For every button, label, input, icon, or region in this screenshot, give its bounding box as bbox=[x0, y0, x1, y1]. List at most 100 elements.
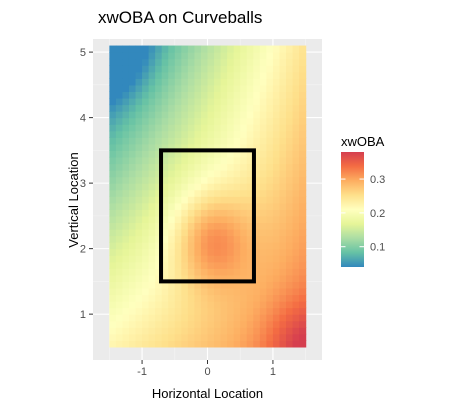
heatmap-cell bbox=[181, 170, 189, 178]
heatmap-cell bbox=[148, 228, 156, 237]
heatmap-cell bbox=[155, 170, 163, 178]
heatmap-cell bbox=[227, 111, 235, 119]
heatmap-cell bbox=[174, 281, 182, 289]
heatmap-cell bbox=[240, 301, 248, 309]
heatmap-cell bbox=[227, 189, 235, 197]
heatmap-cell bbox=[233, 104, 241, 112]
heatmap-cell bbox=[279, 58, 287, 66]
heatmap-cell bbox=[299, 163, 307, 171]
heatmap-cell bbox=[109, 235, 117, 243]
heatmap-cell bbox=[128, 268, 137, 276]
heatmap-cell bbox=[155, 209, 163, 217]
heatmap-cell bbox=[272, 281, 281, 289]
heatmap-cell bbox=[292, 274, 300, 282]
heatmap-cell bbox=[253, 104, 261, 112]
heatmap-cell bbox=[272, 268, 281, 276]
heatmap-cell bbox=[128, 327, 137, 335]
heatmap-cell bbox=[128, 71, 137, 79]
heatmap-cell bbox=[279, 242, 287, 250]
heatmap-cell bbox=[174, 58, 182, 66]
heatmap-cell bbox=[279, 333, 287, 341]
heatmap-cell bbox=[227, 327, 235, 335]
heatmap-cell bbox=[214, 65, 222, 73]
heatmap-cell bbox=[187, 202, 196, 210]
heatmap-cell bbox=[122, 91, 130, 99]
heatmap-cell bbox=[148, 84, 156, 93]
heatmap-cell bbox=[128, 130, 137, 138]
heatmap-cell bbox=[122, 104, 130, 112]
heatmap-cell bbox=[174, 84, 182, 93]
heatmap-cell bbox=[194, 215, 202, 224]
heatmap-cell bbox=[181, 196, 189, 204]
heatmap-cell bbox=[240, 150, 248, 158]
heatmap-cell bbox=[155, 163, 163, 171]
heatmap-cell bbox=[135, 307, 143, 315]
heatmap-cell bbox=[161, 52, 169, 60]
heatmap-cell bbox=[214, 209, 222, 217]
heatmap-cell bbox=[207, 97, 215, 106]
heatmap-cell bbox=[272, 137, 281, 145]
heatmap-cell bbox=[220, 209, 228, 217]
heatmap-cell bbox=[233, 78, 241, 86]
heatmap-cell bbox=[253, 124, 261, 132]
heatmap-cell bbox=[279, 170, 287, 178]
heatmap-cell bbox=[279, 327, 287, 335]
heatmap-cell bbox=[109, 163, 117, 171]
heatmap-cell bbox=[279, 222, 287, 230]
heatmap-cell bbox=[286, 274, 294, 282]
heatmap-cell bbox=[299, 281, 307, 289]
heatmap-cell bbox=[266, 183, 274, 191]
heatmap-cell bbox=[286, 163, 294, 171]
heatmap-cell bbox=[142, 209, 150, 217]
heatmap-cell bbox=[142, 333, 150, 341]
heatmap-cell bbox=[299, 170, 307, 178]
heatmap-cell bbox=[286, 248, 294, 256]
heatmap-cell bbox=[142, 143, 150, 151]
heatmap-cell bbox=[161, 261, 169, 269]
heatmap-cell bbox=[240, 287, 248, 296]
heatmap-cell bbox=[181, 307, 189, 315]
heatmap-cell bbox=[174, 111, 182, 119]
heatmap-cell bbox=[115, 333, 124, 341]
heatmap-cell bbox=[214, 301, 222, 309]
heatmap-cell bbox=[194, 170, 202, 178]
heatmap-cell bbox=[148, 104, 156, 112]
heatmap-cell bbox=[279, 150, 287, 158]
heatmap-cell bbox=[181, 222, 189, 230]
heatmap-cell bbox=[220, 78, 228, 86]
heatmap-cell bbox=[227, 314, 235, 322]
heatmap-cell bbox=[207, 143, 215, 151]
heatmap-cell bbox=[253, 97, 261, 106]
heatmap-cell bbox=[246, 327, 254, 335]
heatmap-cell bbox=[233, 327, 241, 335]
heatmap-cell bbox=[187, 228, 196, 237]
heatmap-cell bbox=[155, 78, 163, 86]
heatmap-cell bbox=[187, 307, 196, 315]
heatmap-cell bbox=[246, 222, 254, 230]
heatmap-cell bbox=[109, 45, 117, 53]
heatmap-cell bbox=[155, 150, 163, 158]
heatmap-cell bbox=[135, 45, 143, 53]
heatmap-cell bbox=[279, 294, 287, 302]
heatmap-cell bbox=[266, 170, 274, 178]
heatmap-cell bbox=[299, 274, 307, 282]
heatmap-cell bbox=[207, 111, 215, 119]
heatmap-cell bbox=[135, 183, 143, 191]
heatmap-cell bbox=[161, 117, 169, 125]
heatmap-cell bbox=[227, 228, 235, 237]
heatmap-cell bbox=[168, 176, 176, 184]
heatmap-cell bbox=[233, 130, 241, 138]
heatmap-cell bbox=[135, 333, 143, 341]
heatmap-cell bbox=[115, 183, 124, 191]
heatmap-cell bbox=[299, 196, 307, 204]
heatmap-cell bbox=[246, 137, 254, 145]
heatmap-cell bbox=[148, 340, 156, 348]
heatmap-cell bbox=[174, 333, 182, 341]
heatmap-cell bbox=[227, 150, 235, 158]
heatmap-cell bbox=[279, 235, 287, 243]
heatmap-cell bbox=[155, 176, 163, 184]
heatmap-cell bbox=[220, 117, 228, 125]
heatmap-cell bbox=[161, 104, 169, 112]
heatmap-cell bbox=[246, 268, 254, 276]
heatmap-cell bbox=[292, 65, 300, 73]
